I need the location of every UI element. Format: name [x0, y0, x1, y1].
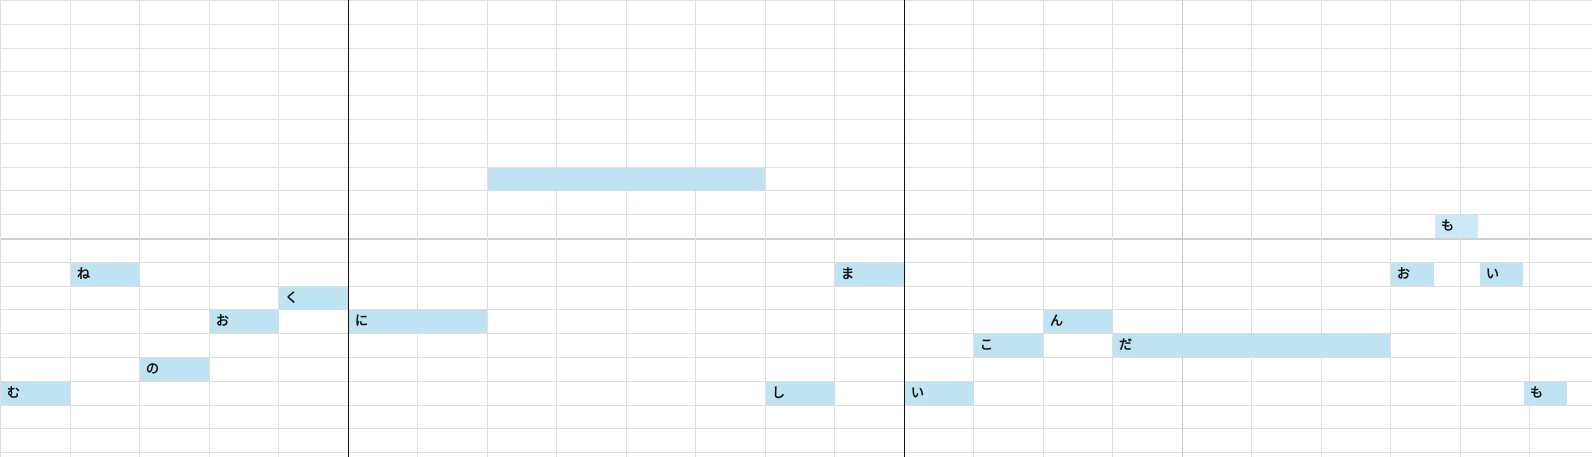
note-block[interactable]: ん — [1044, 310, 1113, 333]
grid-beat-line — [1112, 0, 1113, 457]
note-block[interactable]: も — [1524, 382, 1567, 405]
grid-row-line — [0, 214, 1592, 215]
grid-beat-line — [1043, 0, 1044, 457]
grid-row-line — [0, 71, 1592, 72]
grid-row-line — [0, 428, 1592, 429]
grid-beat-line — [626, 0, 627, 457]
grid-beat-line — [695, 0, 696, 457]
grid-beat-line — [1529, 0, 1530, 457]
grid-row-line — [0, 95, 1592, 96]
grid-row-line — [0, 309, 1592, 310]
grid-row-line — [0, 48, 1592, 49]
grid-row-line — [0, 238, 1592, 240]
note-block[interactable] — [488, 168, 765, 191]
grid-beat-line — [1251, 0, 1252, 457]
grid-beat-line — [556, 0, 557, 457]
note-block[interactable]: お — [1391, 263, 1434, 286]
grid-beat-line — [487, 0, 488, 457]
grid-row-line — [0, 405, 1592, 406]
grid-beat-line — [1321, 0, 1322, 457]
note-block[interactable]: に — [349, 310, 487, 333]
grid-beat-line — [278, 0, 279, 457]
grid-row-line — [0, 381, 1592, 382]
grid-beat-line — [1390, 0, 1391, 457]
note-block[interactable]: の — [140, 358, 209, 381]
note-block[interactable]: ね — [71, 263, 140, 286]
grid-row-line — [0, 333, 1592, 334]
note-block[interactable]: む — [1, 382, 70, 405]
grid-beat-line — [973, 0, 974, 457]
bar-line — [904, 0, 905, 457]
grid-row-line — [0, 143, 1592, 144]
grid-row-line — [0, 357, 1592, 358]
note-block[interactable]: こ — [974, 334, 1043, 357]
note-block[interactable]: し — [766, 382, 835, 405]
note-block[interactable]: く — [279, 287, 348, 310]
note-block[interactable]: い — [905, 382, 974, 405]
grid-row-line — [0, 452, 1592, 453]
grid-row-line — [0, 262, 1592, 263]
bar-line — [348, 0, 349, 457]
grid-row-line — [0, 24, 1592, 25]
grid-row-line — [0, 286, 1592, 287]
grid-beat-line — [209, 0, 210, 457]
note-block[interactable]: ま — [835, 263, 904, 286]
grid-beat-line — [834, 0, 835, 457]
grid-beat-line — [765, 0, 766, 457]
grid-beat-line — [0, 0, 1, 457]
grid-beat-line — [139, 0, 140, 457]
grid-beat-line — [1182, 0, 1183, 457]
grid-row-line — [0, 0, 1592, 1]
grid-beat-line — [70, 0, 71, 457]
grid-row-line — [0, 167, 1592, 168]
grid-beat-line — [417, 0, 418, 457]
note-block[interactable]: い — [1480, 263, 1523, 286]
note-block[interactable]: お — [210, 310, 279, 333]
grid-row-line — [0, 190, 1592, 191]
note-block[interactable]: も — [1435, 215, 1478, 238]
note-block[interactable]: だ — [1113, 334, 1390, 357]
grid-row-line — [0, 119, 1592, 120]
